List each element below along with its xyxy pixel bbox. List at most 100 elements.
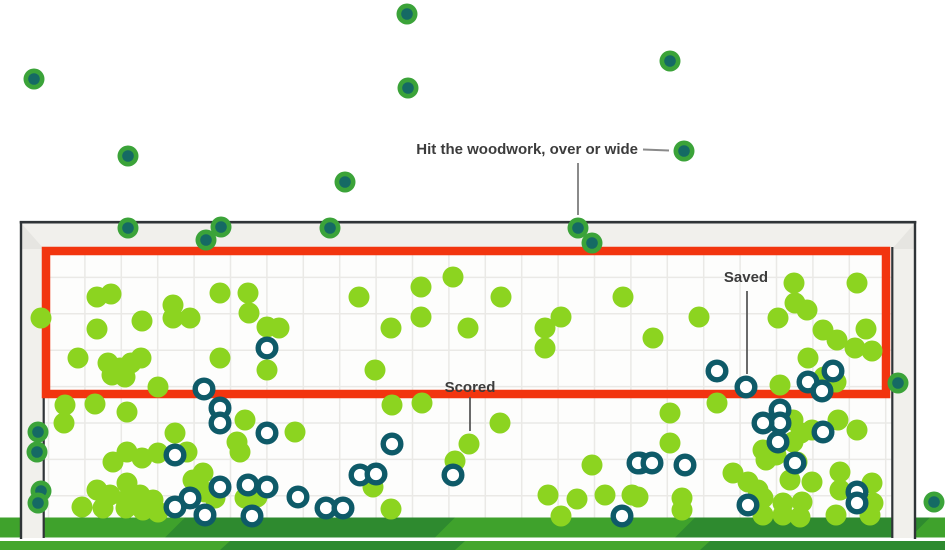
scored-dot <box>801 471 823 493</box>
scored-dot <box>130 347 152 369</box>
scored-dot <box>862 492 884 514</box>
scored-dot <box>381 394 403 416</box>
crossbar <box>21 222 915 247</box>
scored-dot <box>147 501 169 523</box>
saved-dot <box>208 475 232 499</box>
scored-dot <box>706 392 728 414</box>
saved-dot <box>255 421 279 445</box>
scored-dot <box>192 462 214 484</box>
scored-dot <box>825 504 847 526</box>
scored-dot <box>162 307 184 329</box>
scored-dot <box>550 306 572 328</box>
scored-dot <box>827 409 849 431</box>
woodwork-dot-core <box>664 55 676 67</box>
saved-dot <box>380 432 404 456</box>
scored-dot <box>826 329 848 351</box>
scored-dot <box>829 479 851 501</box>
grass-band-lower <box>0 541 945 550</box>
scored-dot <box>114 366 136 388</box>
saved-dot <box>610 504 634 528</box>
saved-dot <box>208 411 232 435</box>
woodwork-dot-core <box>892 377 904 389</box>
woodwork-dot-core <box>572 222 584 234</box>
scored-label: Scored <box>445 379 496 396</box>
scored-dot <box>209 347 231 369</box>
scored-dot <box>380 498 402 520</box>
scored-dot <box>581 454 603 476</box>
woodwork-dot-core <box>32 497 44 509</box>
scored-dot <box>534 317 556 339</box>
scored-dot <box>268 317 290 339</box>
saved-dot <box>286 485 310 509</box>
scored-dot <box>537 484 559 506</box>
woodwork-dot-core <box>122 150 134 162</box>
scored-dot <box>131 310 153 332</box>
scored-dot <box>796 299 818 321</box>
woodwork-dot-core <box>32 426 44 438</box>
saved-dot <box>255 336 279 360</box>
saved-dot <box>736 493 760 517</box>
scored-dot <box>659 402 681 424</box>
scored-dot <box>92 497 114 519</box>
scored-dot <box>566 488 588 510</box>
saved-dot <box>751 411 775 435</box>
scored-dot <box>534 337 556 359</box>
woodwork-dot-core <box>122 222 134 234</box>
saved-dot <box>163 495 187 519</box>
saved-dot <box>163 443 187 467</box>
saved-dot <box>845 491 869 515</box>
saved-dot <box>811 420 835 444</box>
saved-dot <box>673 453 697 477</box>
woodwork-dot-core <box>31 446 43 458</box>
scored-dot <box>116 401 138 423</box>
scored-dot <box>846 419 868 441</box>
woodwork-dot-core <box>928 496 940 508</box>
scored-dot <box>238 302 260 324</box>
scored-dot <box>115 497 137 519</box>
saved-dot <box>783 451 807 475</box>
woodwork-shots-layer <box>23 3 945 514</box>
scored-dot <box>237 282 259 304</box>
saved-dot <box>734 375 758 399</box>
scored-dot <box>789 506 811 528</box>
scored-dot <box>67 347 89 369</box>
scored-dot <box>284 421 306 443</box>
grass-stripe-dark <box>165 517 455 538</box>
scored-dot <box>442 266 464 288</box>
scored-dot <box>829 461 851 483</box>
saved-dot <box>810 379 834 403</box>
woodwork-label: Hit the woodwork, over or wide <box>416 141 638 158</box>
saved-dot <box>441 463 465 487</box>
scored-dot <box>147 376 169 398</box>
woodwork-leader-horizontal <box>642 148 670 152</box>
saved-shots-layer <box>163 336 869 528</box>
scored-dot <box>457 317 479 339</box>
scored-dot <box>688 306 710 328</box>
scored-dot <box>861 340 883 362</box>
scored-dot <box>86 318 108 340</box>
scored-dot <box>659 432 681 454</box>
saved-dot <box>821 359 845 383</box>
saved-dot <box>705 359 729 383</box>
scored-dot <box>234 409 256 431</box>
scored-dot <box>594 484 616 506</box>
scored-dot <box>179 307 201 329</box>
scored-dot <box>348 286 370 308</box>
saved-label: Saved <box>724 269 768 286</box>
scored-dot <box>458 433 480 455</box>
right-corner-bevel <box>892 223 915 249</box>
saved-dot <box>192 377 216 401</box>
scored-dot <box>779 469 801 491</box>
scored-dot <box>380 317 402 339</box>
pitch-white-line <box>0 537 945 541</box>
leader-lines <box>469 148 748 431</box>
scored-dot <box>30 307 52 329</box>
saved-dot <box>364 462 388 486</box>
woodwork-dot-core <box>324 222 336 234</box>
scored-dot <box>671 499 693 521</box>
scored-dot <box>229 441 251 463</box>
woodwork-dot-core <box>200 234 212 246</box>
saved-dot <box>193 503 217 527</box>
